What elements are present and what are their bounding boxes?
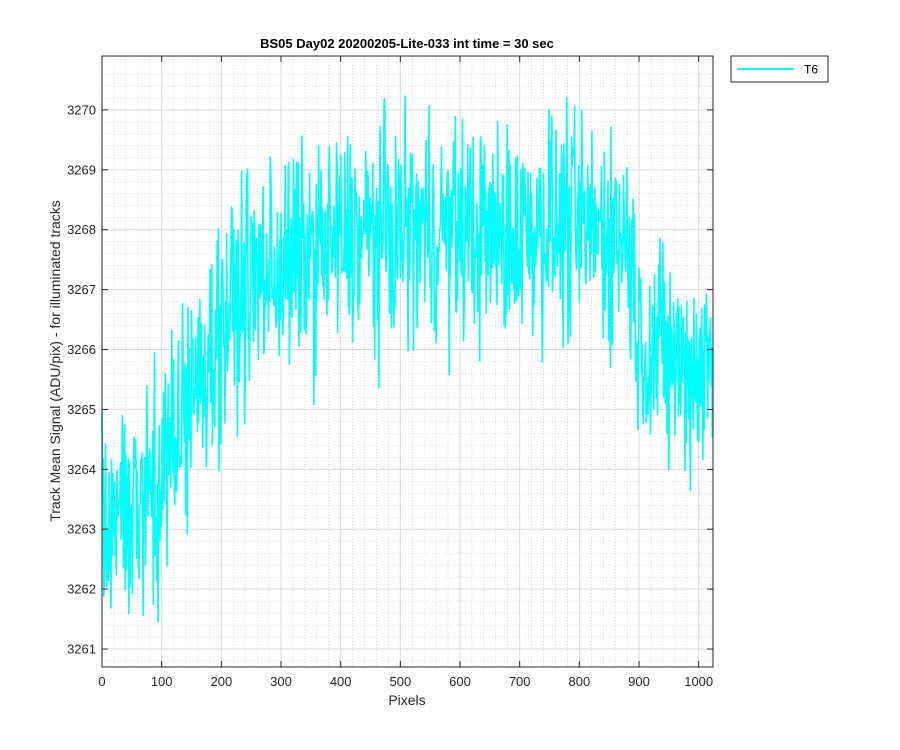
y-tick-label: 3267 [67, 282, 96, 297]
legend: T6 [730, 55, 829, 83]
x-tick-label: 400 [330, 674, 352, 689]
x-tick-label: 900 [628, 674, 650, 689]
y-tick-label: 3265 [67, 402, 96, 417]
x-tick-label: 300 [270, 674, 292, 689]
y-tick-label: 3263 [67, 522, 96, 537]
y-tick-label: 3268 [67, 222, 96, 237]
y-tick-label: 3266 [67, 342, 96, 357]
x-tick-label: 500 [389, 674, 411, 689]
x-tick-label: 0 [98, 674, 105, 689]
axes-box [101, 55, 714, 668]
y-tick-label: 3264 [67, 462, 96, 477]
x-axis-label: Pixels [388, 692, 425, 708]
x-tick-label: 700 [509, 674, 531, 689]
y-tick-label: 3270 [67, 102, 96, 117]
x-tick-label: 100 [151, 674, 173, 689]
chart-title: BS05 Day02 20200205-Lite-033 int time = … [260, 36, 554, 51]
x-tick-label: 600 [449, 674, 471, 689]
x-tick-label: 800 [568, 674, 590, 689]
ticks: 0 100 200 300 400 500 600 700 800 900 1000 3261 3262… [67, 56, 713, 689]
series-line-t6 [101, 95, 714, 623]
x-tick-label: 200 [210, 674, 232, 689]
y-tick-label: 3262 [67, 582, 96, 597]
y-tick-label: 3269 [67, 162, 96, 177]
x-tick-label: 1000 [684, 674, 713, 689]
y-axis-label: Track Mean Signal (ADU/pix) - for illumi… [47, 200, 63, 522]
y-tick-label: 3261 [67, 642, 96, 657]
legend-label-t6: T6 [804, 63, 818, 77]
series-layer [101, 95, 714, 623]
